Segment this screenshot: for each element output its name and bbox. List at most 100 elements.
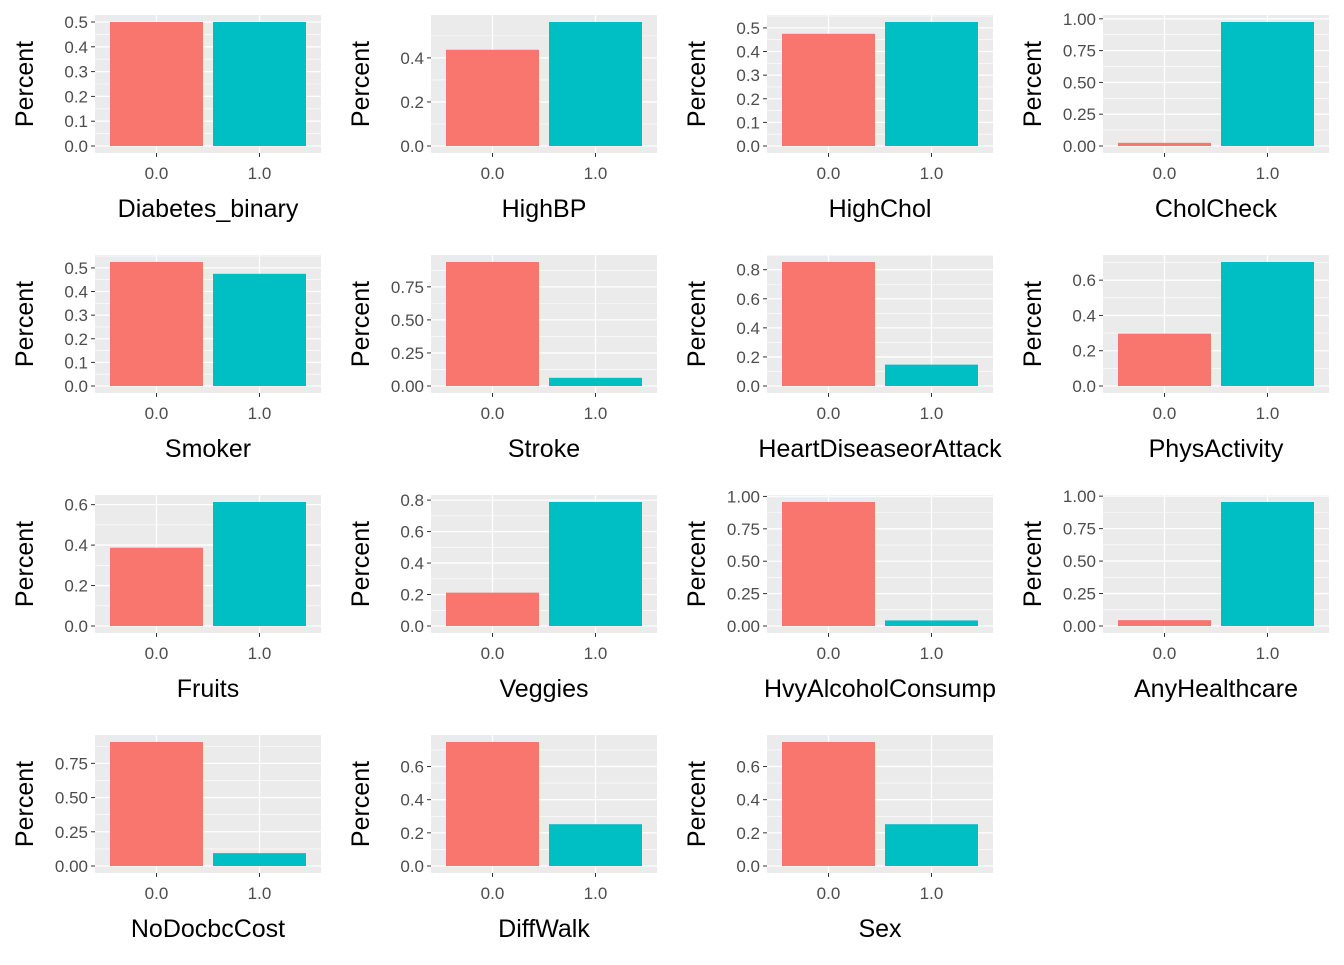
subplot-anyhealthcare: 0.00 0.25 0.50 0.75 1.00 0.0 1.0 AnyHealthcare P… bbox=[1019, 487, 1329, 703]
y-tick-label: 0.4 bbox=[64, 38, 88, 57]
x-tick-label: 1.0 bbox=[248, 644, 272, 663]
y-tick-label: 0.2 bbox=[64, 577, 88, 596]
subplot-smoker: 0.0 0.1 0.2 0.3 0.4 0.5 0.0 1.0 Smoker Percent bbox=[11, 255, 321, 463]
y-tick-label: 1.00 bbox=[727, 487, 760, 506]
bar-0.0 bbox=[782, 742, 875, 866]
y-tick-label: 0.50 bbox=[1063, 73, 1096, 92]
x-axis-title: Diabetes_binary bbox=[118, 195, 299, 223]
y-axis-title: Percent bbox=[347, 761, 375, 847]
bar-0.0 bbox=[110, 262, 203, 386]
y-tick-label: 0.2 bbox=[736, 824, 760, 843]
subplot-hvyalcoholconsump: 0.00 0.25 0.50 0.75 1.00 0.0 1.0 HvyAlcoholCons… bbox=[683, 487, 996, 703]
y-tick-label: 0.3 bbox=[64, 306, 88, 325]
bar-0.0 bbox=[446, 262, 539, 386]
bar-1.0 bbox=[1221, 22, 1314, 146]
y-tick-label: 0.4 bbox=[400, 49, 424, 68]
y-tick-label: 0.2 bbox=[736, 348, 760, 367]
y-tick-label: 0.25 bbox=[391, 344, 424, 363]
bar-0.0 bbox=[446, 592, 539, 626]
x-axis-title: AnyHealthcare bbox=[1134, 675, 1298, 703]
x-axis-title: HeartDiseaseorAttack bbox=[758, 435, 1002, 463]
y-tick-label: 0.1 bbox=[736, 113, 760, 132]
x-tick-label: 1.0 bbox=[1256, 644, 1280, 663]
y-axis-title: Percent bbox=[11, 41, 39, 127]
subplot-fruits: 0.0 0.2 0.4 0.6 0.0 1.0 Fruits Percent bbox=[11, 495, 321, 703]
x-axis-title: NoDocbcCost bbox=[131, 915, 285, 943]
x-tick-label: 1.0 bbox=[248, 884, 272, 903]
bar-1.0 bbox=[213, 22, 306, 146]
subplot-cholcheck: 0.00 0.25 0.50 0.75 1.00 0.0 1.0 CholCheck Perce… bbox=[1019, 10, 1329, 223]
y-axis-title: Percent bbox=[11, 281, 39, 367]
y-tick-label: 0.6 bbox=[64, 496, 88, 515]
y-tick-label: 0.25 bbox=[1063, 585, 1096, 604]
bar-1.0 bbox=[1221, 262, 1314, 386]
y-tick-label: 0.4 bbox=[400, 554, 424, 573]
y-tick-label: 0.0 bbox=[736, 377, 760, 396]
x-axis-title: Sex bbox=[858, 915, 902, 943]
y-axis-title: Percent bbox=[11, 521, 39, 607]
y-tick-label: 0.00 bbox=[55, 857, 88, 876]
bar-1.0 bbox=[885, 620, 978, 626]
y-tick-label: 0.0 bbox=[64, 137, 88, 156]
bar-1.0 bbox=[1221, 502, 1314, 626]
bar-0.0 bbox=[782, 502, 875, 626]
y-tick-label: 0.0 bbox=[736, 857, 760, 876]
x-tick-label: 0.0 bbox=[817, 884, 841, 903]
y-axis-title: Percent bbox=[347, 521, 375, 607]
y-axis-title: Percent bbox=[683, 521, 711, 607]
y-tick-label: 0.0 bbox=[64, 617, 88, 636]
bar-1.0 bbox=[213, 502, 306, 626]
y-tick-label: 0.4 bbox=[400, 791, 424, 810]
y-tick-label: 0.2 bbox=[736, 90, 760, 109]
y-tick-label: 0.8 bbox=[736, 261, 760, 280]
y-axis-title: Percent bbox=[1019, 281, 1047, 367]
y-tick-label: 0.50 bbox=[727, 552, 760, 571]
x-tick-label: 0.0 bbox=[481, 884, 505, 903]
subplot-physactivity: 0.0 0.2 0.4 0.6 0.0 1.0 PhysActivity Percent bbox=[1019, 255, 1329, 463]
x-axis-title: PhysActivity bbox=[1149, 435, 1284, 463]
x-tick-label: 0.0 bbox=[817, 644, 841, 663]
x-tick-label: 0.0 bbox=[145, 164, 169, 183]
x-tick-label: 1.0 bbox=[248, 404, 272, 423]
x-tick-label: 1.0 bbox=[920, 164, 944, 183]
y-tick-label: 0.5 bbox=[64, 13, 88, 32]
x-axis-title: CholCheck bbox=[1155, 195, 1278, 223]
y-axis-title: Percent bbox=[683, 281, 711, 367]
y-tick-label: 0.6 bbox=[1072, 271, 1096, 290]
x-tick-label: 1.0 bbox=[920, 884, 944, 903]
x-axis-title: HighChol bbox=[829, 195, 932, 223]
y-axis-title: Percent bbox=[683, 761, 711, 847]
x-tick-label: 1.0 bbox=[584, 164, 608, 183]
y-tick-label: 0.3 bbox=[64, 63, 88, 82]
x-axis-title: Smoker bbox=[165, 435, 251, 463]
y-axis-title: Percent bbox=[347, 41, 375, 127]
x-tick-label: 0.0 bbox=[481, 164, 505, 183]
y-tick-label: 0.4 bbox=[736, 791, 760, 810]
bar-0.0 bbox=[782, 262, 875, 386]
x-tick-label: 1.0 bbox=[584, 404, 608, 423]
bar-0.0 bbox=[446, 742, 539, 866]
y-tick-label: 0.75 bbox=[1063, 42, 1096, 61]
y-axis-title: Percent bbox=[347, 281, 375, 367]
bar-1.0 bbox=[549, 22, 642, 146]
y-tick-label: 0.4 bbox=[64, 283, 88, 302]
y-tick-label: 0.50 bbox=[1063, 552, 1096, 571]
y-tick-label: 0.2 bbox=[1072, 342, 1096, 361]
subplot-veggies: 0.0 0.2 0.4 0.6 0.8 0.0 1.0 Veggies Percent bbox=[347, 491, 657, 703]
subplot-nodocbccost: 0.00 0.25 0.50 0.75 0.0 1.0 NoDocbcCost Percent bbox=[11, 735, 321, 943]
x-tick-label: 0.0 bbox=[145, 644, 169, 663]
bar-0.0 bbox=[1118, 142, 1211, 146]
x-axis-title: DiffWalk bbox=[498, 915, 590, 943]
y-tick-label: 0.75 bbox=[391, 278, 424, 297]
y-tick-label: 0.6 bbox=[400, 523, 424, 542]
subplot-diabetes_binary: 0.0 0.1 0.2 0.3 0.4 0.5 0.0 1.0 Diabetes_binary P… bbox=[11, 13, 321, 223]
y-tick-label: 0.00 bbox=[1063, 617, 1096, 636]
bar-1.0 bbox=[549, 377, 642, 386]
subplot-heartdiseaseorattack: 0.0 0.2 0.4 0.6 0.8 0.0 1.0 HeartDiseaseorAttac… bbox=[683, 254, 1002, 463]
x-tick-label: 0.0 bbox=[145, 404, 169, 423]
bar-0.0 bbox=[110, 22, 203, 146]
x-tick-label: 0.0 bbox=[817, 164, 841, 183]
y-tick-label: 0.8 bbox=[400, 491, 424, 510]
y-tick-label: 0.25 bbox=[55, 823, 88, 842]
